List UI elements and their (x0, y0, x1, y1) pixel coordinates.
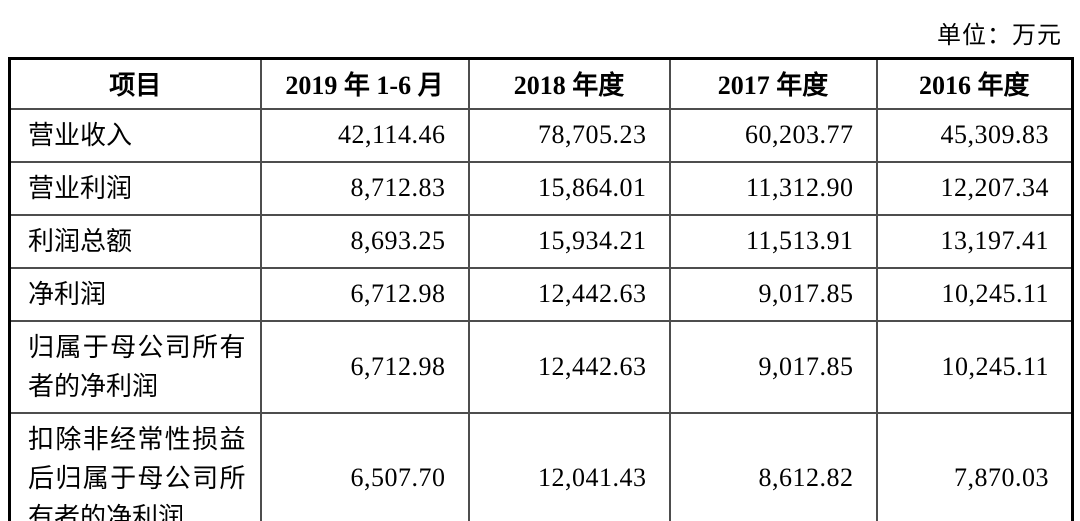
cell-value: 11,312.90 (668, 160, 878, 216)
table-row-net-profit-parent: 归属于母公司所有者的净利润 6,712.98 12,442.63 9,017.8… (8, 319, 1074, 414)
cell-value: 60,203.77 (668, 107, 878, 163)
row-label: 扣除非经常性损益后归属于母公司所有者的净利润 (8, 411, 262, 521)
table-row-total-profit: 利润总额 8,693.25 15,934.21 11,513.91 13,197… (8, 213, 1074, 269)
cell-value: 42,114.46 (259, 107, 470, 163)
cell-value: 12,442.63 (467, 266, 671, 322)
row-label: 利润总额 (8, 213, 262, 269)
cell-value: 11,513.91 (668, 213, 878, 269)
cell-value: 6,712.98 (259, 319, 470, 414)
table-row-net-profit: 净利润 6,712.98 12,442.63 9,017.85 10,245.1… (8, 266, 1074, 322)
column-header-2016: 2016 年度 (875, 57, 1074, 110)
cell-value: 9,017.85 (668, 266, 878, 322)
table-row-operating-profit: 营业利润 8,712.83 15,864.01 11,312.90 12,207… (8, 160, 1074, 216)
cell-value: 15,934.21 (467, 213, 671, 269)
financial-summary-table: 项目 2019 年 1-6 月 2018 年度 2017 年度 2016 年度 … (8, 57, 1074, 521)
column-header-2018: 2018 年度 (467, 57, 671, 110)
cell-value: 13,197.41 (875, 213, 1074, 269)
cell-value: 8,693.25 (259, 213, 470, 269)
cell-value: 78,705.23 (467, 107, 671, 163)
table-header-row: 项目 2019 年 1-6 月 2018 年度 2017 年度 2016 年度 (8, 57, 1074, 110)
row-label: 归属于母公司所有者的净利润 (8, 319, 262, 414)
table-row-net-profit-parent-excl-nonrecurring: 扣除非经常性损益后归属于母公司所有者的净利润 6,507.70 12,041.4… (8, 411, 1074, 521)
unit-label: 单位：万元 (937, 23, 1062, 49)
row-label: 净利润 (8, 266, 262, 322)
cell-value: 12,442.63 (467, 319, 671, 414)
cell-value: 7,870.03 (875, 411, 1074, 521)
column-header-item: 项目 (8, 57, 262, 110)
cell-value: 8,612.82 (668, 411, 878, 521)
cell-value: 12,041.43 (467, 411, 671, 521)
cell-value: 10,245.11 (875, 266, 1074, 322)
cell-value: 6,507.70 (259, 411, 470, 521)
cell-value: 10,245.11 (875, 319, 1074, 414)
row-label: 营业收入 (8, 107, 262, 163)
column-header-2019-h1: 2019 年 1-6 月 (259, 57, 470, 110)
cell-value: 45,309.83 (875, 107, 1074, 163)
row-label: 营业利润 (8, 160, 262, 216)
cell-value: 9,017.85 (668, 319, 878, 414)
table-row-operating-revenue: 营业收入 42,114.46 78,705.23 60,203.77 45,30… (8, 107, 1074, 163)
cell-value: 12,207.34 (875, 160, 1074, 216)
cell-value: 6,712.98 (259, 266, 470, 322)
cell-value: 8,712.83 (259, 160, 470, 216)
column-header-2017: 2017 年度 (668, 57, 878, 110)
cell-value: 15,864.01 (467, 160, 671, 216)
